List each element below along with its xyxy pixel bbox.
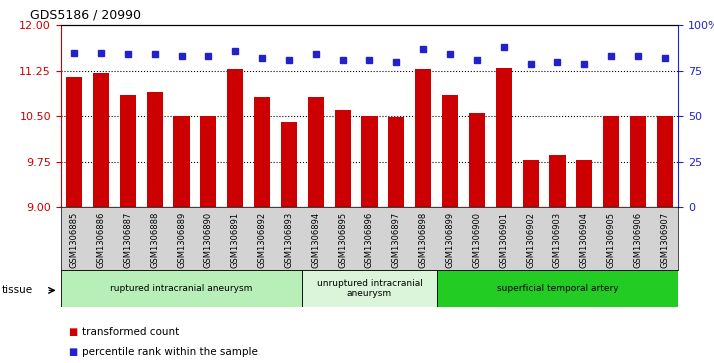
Text: GSM1306887: GSM1306887 [124,212,132,268]
Bar [442,95,458,207]
Bar [657,116,673,207]
Text: GDS5186 / 20990: GDS5186 / 20990 [30,8,141,21]
Text: GSM1306902: GSM1306902 [526,212,535,268]
Bar [523,160,538,207]
Text: GSM1306890: GSM1306890 [204,212,213,268]
Bar [281,122,297,207]
Bar [630,116,646,207]
Text: GSM1306895: GSM1306895 [338,212,347,268]
Text: GSM1306905: GSM1306905 [607,212,615,268]
Bar [415,69,431,207]
Text: GSM1306894: GSM1306894 [311,212,321,268]
FancyBboxPatch shape [437,270,678,307]
Text: tissue: tissue [2,285,34,295]
Text: GSM1306897: GSM1306897 [392,212,401,268]
Bar [174,116,190,207]
Bar [496,68,512,207]
Text: GSM1306907: GSM1306907 [660,212,669,268]
Bar [361,116,378,207]
Bar [603,116,619,207]
Text: unruptured intracranial
aneurysm: unruptured intracranial aneurysm [316,279,423,298]
Text: GSM1306898: GSM1306898 [418,212,428,268]
Bar [576,160,593,207]
FancyBboxPatch shape [61,270,302,307]
Text: GSM1306886: GSM1306886 [96,212,106,268]
Bar [201,116,216,207]
Text: GSM1306893: GSM1306893 [284,212,293,268]
Text: superficial temporal artery: superficial temporal artery [497,284,618,293]
Bar [335,110,351,207]
Bar [308,97,324,207]
Bar [120,95,136,207]
Bar [388,117,404,207]
Bar [254,97,270,207]
Text: GSM1306903: GSM1306903 [553,212,562,268]
Text: GSM1306891: GSM1306891 [231,212,240,268]
Text: GSM1306901: GSM1306901 [499,212,508,268]
FancyBboxPatch shape [302,270,437,307]
Bar [66,77,82,207]
Text: GSM1306906: GSM1306906 [633,212,643,268]
Text: GSM1306888: GSM1306888 [150,212,159,268]
Text: ■: ■ [68,347,77,357]
Bar [93,73,109,207]
Bar [469,113,485,207]
Text: ruptured intracranial aneurysm: ruptured intracranial aneurysm [111,284,253,293]
Text: GSM1306899: GSM1306899 [446,212,455,268]
Bar [146,92,163,207]
Text: GSM1306892: GSM1306892 [258,212,266,268]
Text: GSM1306885: GSM1306885 [70,212,79,268]
Bar [227,69,243,207]
Text: ■: ■ [68,327,77,337]
Text: transformed count: transformed count [82,327,179,337]
Text: GSM1306904: GSM1306904 [580,212,589,268]
Text: GSM1306896: GSM1306896 [365,212,374,268]
Text: GSM1306900: GSM1306900 [473,212,481,268]
Text: GSM1306889: GSM1306889 [177,212,186,268]
Text: percentile rank within the sample: percentile rank within the sample [82,347,258,357]
Bar [549,155,565,207]
